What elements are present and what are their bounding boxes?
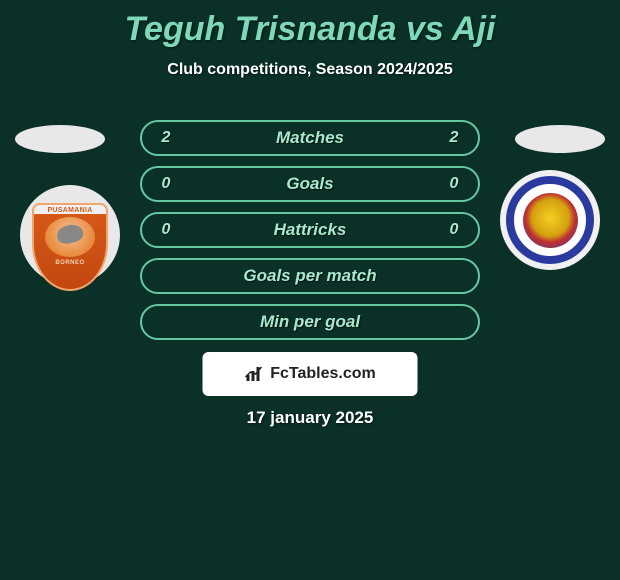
stat-left-value: 0: [156, 221, 176, 239]
team-left-bottom-text: BORNEO: [55, 260, 84, 266]
date-text: 17 january 2025: [0, 408, 620, 428]
stat-row: Min per goal: [140, 304, 480, 340]
footer-brand-text: FcTables.com: [270, 365, 376, 383]
stat-label: Hattricks: [176, 220, 444, 240]
stat-right-value: 0: [444, 175, 464, 193]
stat-row: 2 Matches 2: [140, 120, 480, 156]
stat-label: Goals: [176, 174, 444, 194]
player-left-placeholder: [15, 125, 105, 153]
team-left-arc-text: PUSAMANIA: [34, 205, 106, 214]
chart-icon: [244, 365, 266, 383]
team-right-arc-bottom: 11 AGUSTUS 1987: [514, 251, 586, 257]
stat-label: Matches: [176, 128, 444, 148]
team-right-lion-icon: [523, 193, 578, 248]
stat-left-value: 2: [156, 129, 176, 147]
stat-label: Goals per match: [176, 266, 444, 286]
team-right-badge: AREMA 11 AGUSTUS 1987: [500, 170, 600, 270]
team-right-arc-top: AREMA: [514, 181, 586, 191]
stat-right-value: 2: [444, 129, 464, 147]
stat-left-value: 0: [156, 175, 176, 193]
team-left-badge: PUSAMANIA BORNEO: [20, 185, 120, 295]
team-left-inner-icon: [45, 217, 95, 257]
stats-rows: 2 Matches 2 0 Goals 0 0 Hattricks 0 Goal…: [140, 120, 480, 350]
stat-row: Goals per match: [140, 258, 480, 294]
page-title: Teguh Trisnanda vs Aji: [0, 0, 620, 49]
footer-brand-box: FcTables.com: [203, 352, 418, 396]
stat-label: Min per goal: [176, 312, 444, 332]
team-left-shield-icon: PUSAMANIA BORNEO: [32, 203, 108, 291]
stat-row: 0 Hattricks 0: [140, 212, 480, 248]
stat-row: 0 Goals 0: [140, 166, 480, 202]
player-right-placeholder: [515, 125, 605, 153]
stat-right-value: 0: [444, 221, 464, 239]
page-subtitle: Club competitions, Season 2024/2025: [0, 61, 620, 79]
